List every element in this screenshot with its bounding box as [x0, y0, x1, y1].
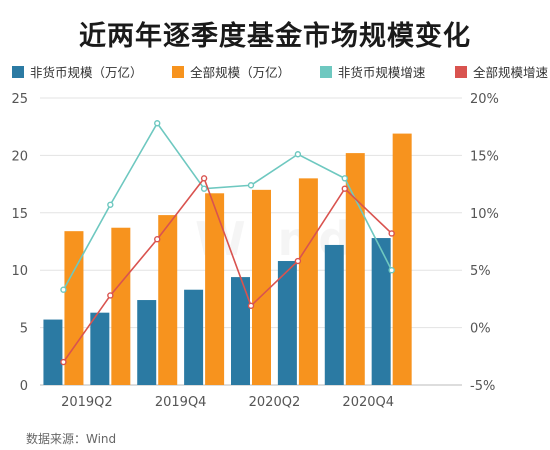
- bar-total-scale: [111, 227, 131, 385]
- legend-swatch-non-mmf-scale: [12, 65, 24, 78]
- total-growth-point: [294, 257, 302, 265]
- bar-total-scale: [392, 133, 412, 385]
- bar-non-mmf-scale: [324, 244, 344, 385]
- left-axis-tick-label: 0: [20, 379, 28, 394]
- bar-total-scale: [205, 193, 225, 385]
- right-axis-tick-label: 10%: [470, 207, 499, 222]
- legend-item-non-mmf-scale: 非货币规模（万亿）: [12, 62, 143, 81]
- bar-total-scale: [345, 153, 365, 385]
- legend-swatch-total-scale: [172, 65, 185, 78]
- x-axis-tick-label: 2020Q2: [249, 395, 301, 410]
- legend-swatch-total-growth: [454, 65, 467, 78]
- bar-total-scale: [64, 231, 84, 385]
- bar-total-scale: [158, 215, 178, 385]
- legend-label-non-mmf-growth: 非货币规模增速: [337, 65, 426, 80]
- bar-non-mmf-scale: [371, 238, 391, 385]
- bar-non-mmf-scale: [43, 319, 63, 385]
- left-axis-tick-label: 5: [20, 322, 28, 337]
- non-mmf-growth-point: [388, 267, 395, 274]
- non-mmf-growth-point: [341, 175, 348, 182]
- total-growth-point: [200, 175, 208, 182]
- legend-label-total-growth: 全部规模增速: [472, 65, 548, 80]
- x-axis-tick-label: 2019Q2: [61, 395, 113, 410]
- non-mmf-growth-point: [154, 120, 161, 127]
- total-growth-point: [107, 292, 114, 299]
- right-axis-tick-label: 5%: [470, 264, 491, 279]
- bar-total-scale: [298, 178, 318, 385]
- legend-item-non-mmf-growth: 非货币规模增速: [319, 62, 426, 81]
- non-mmf-growth-point: [247, 182, 255, 189]
- legend-label-total-scale: 全部规模（万亿）: [190, 65, 291, 80]
- non-mmf-growth-point: [107, 201, 114, 208]
- total-growth-point: [60, 358, 67, 366]
- right-axis-tick-label: -5%: [470, 379, 495, 394]
- x-axis-tick-label: 2020Q4: [342, 395, 394, 410]
- right-axis-tick-label: 0%: [470, 322, 491, 337]
- non-mmf-growth-point: [200, 185, 208, 192]
- non-mmf-growth-point: [60, 286, 67, 293]
- total-growth-point: [247, 302, 255, 309]
- bar-non-mmf-scale: [231, 277, 250, 385]
- legend-swatch-non-mmf-growth: [319, 65, 332, 78]
- total-growth-line: [62, 176, 393, 363]
- total-growth-point: [341, 185, 348, 192]
- right-axis-tick-label: 20%: [470, 92, 499, 107]
- left-axis-tick-label: 10: [11, 264, 28, 279]
- left-axis-tick-label: 25: [11, 92, 28, 107]
- bar-non-mmf-scale: [184, 289, 204, 385]
- non-mmf-growth-line: [62, 121, 393, 291]
- legend-item-total-growth: 全部规模增速: [454, 62, 548, 81]
- legend-item-total-scale: 全部规模（万亿）: [172, 62, 290, 81]
- left-axis-tick-label: 15: [11, 207, 28, 222]
- left-axis-tick-label: 20: [11, 149, 28, 164]
- bar-total-scale: [252, 189, 271, 385]
- right-axis-tick-label: 15%: [470, 149, 499, 164]
- data-source-note: 数据来源：Wind: [26, 432, 117, 446]
- non-mmf-growth-point: [294, 151, 302, 158]
- legend-label-non-mmf-scale: 非货币规模（万亿）: [30, 65, 143, 80]
- bar-non-mmf-scale: [277, 261, 297, 385]
- chart-title: 近两年逐季度基金市场规模变化: [79, 21, 471, 52]
- bar-non-mmf-scale: [137, 300, 157, 385]
- total-growth-point: [388, 230, 395, 237]
- x-axis-tick-label: 2019Q4: [155, 395, 207, 410]
- total-growth-point: [154, 236, 161, 243]
- bar-non-mmf-scale: [90, 312, 110, 385]
- chart-legend: 非货币规模（万亿） 全部规模（万亿） 非货币规模增速 全部规模增速: [12, 62, 548, 81]
